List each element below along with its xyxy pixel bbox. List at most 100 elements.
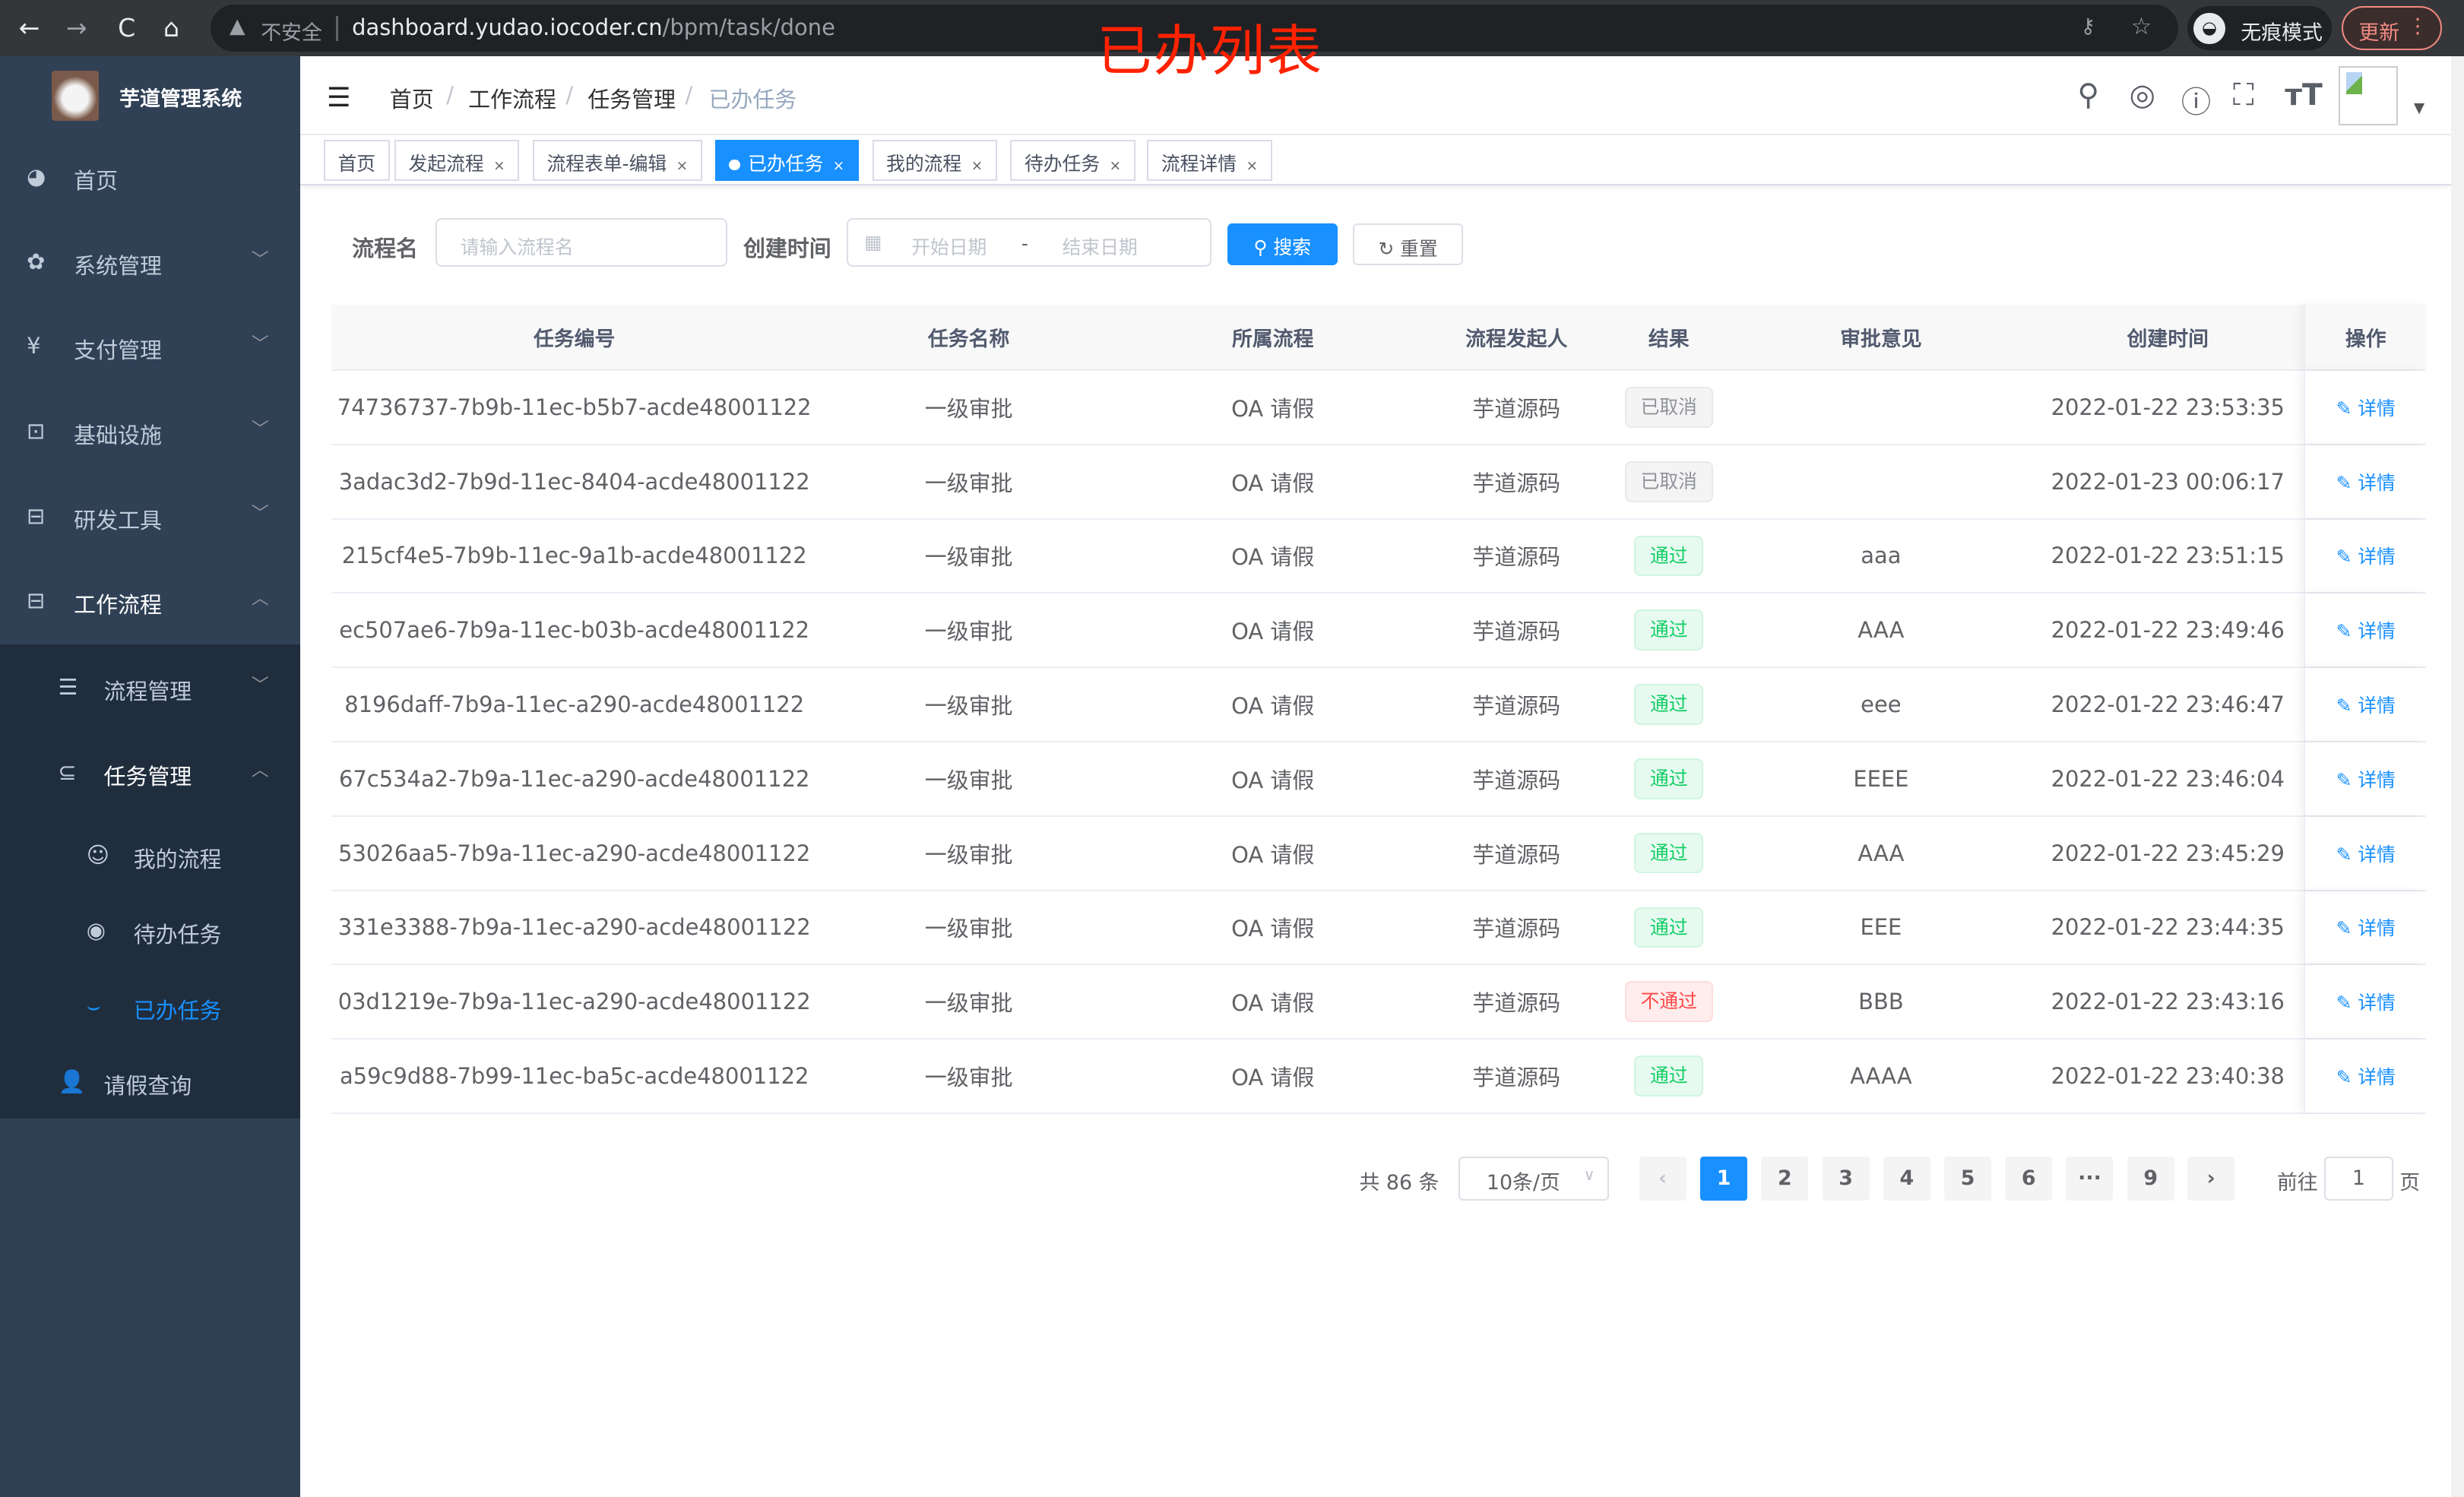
cell-actions: ✎ 详情 <box>2304 370 2427 444</box>
cell-initiator: 芋道源码 <box>1472 841 1561 868</box>
page-button[interactable]: 9 <box>2127 1156 2174 1201</box>
cell-comment: EEEE <box>1853 765 1909 792</box>
tag-label: 流程详情 <box>1161 153 1237 176</box>
breadcrumb-task[interactable]: 任务管理 <box>587 86 676 112</box>
page-button[interactable]: 3 <box>1822 1156 1870 1201</box>
reload-icon[interactable]: C <box>118 12 136 43</box>
logo[interactable]: 芋道管理系统 <box>0 56 300 135</box>
detail-link[interactable]: ✎ 详情 <box>2336 840 2396 867</box>
cell-process: OA 请假 <box>1231 470 1315 496</box>
github-icon[interactable]: ◎ <box>2129 78 2155 113</box>
chevron-down-icon: ∨ <box>1583 1166 1595 1185</box>
search-icon[interactable]: ⚲ <box>2077 78 2100 113</box>
sidebar-item-process-manage[interactable]: ☰ 流程管理 ﹀ <box>0 646 300 731</box>
back-icon[interactable]: ← <box>18 12 40 43</box>
table-row: 67c534a2-7b9a-11ec-a290-acde48001122 一级审批… <box>331 742 2427 817</box>
sidebar-item-devtools[interactable]: ⊟ 研发工具 ﹀ <box>0 474 300 559</box>
tag-label: 首页 <box>337 153 376 176</box>
fullscreen-icon[interactable]: ⛶ <box>2233 78 2254 113</box>
tag-done-task[interactable]: 已办任务 × <box>714 140 859 181</box>
start-date-input[interactable]: 开始日期 <box>911 236 987 258</box>
url-text[interactable]: dashboard.yudao.iocoder.cn/bpm/task/done <box>352 14 835 40</box>
page-button[interactable]: ··· <box>2066 1156 2114 1201</box>
tag-my-process[interactable]: 我的流程 × <box>872 140 997 181</box>
detail-label: 详情 <box>2358 471 2396 494</box>
detail-link[interactable]: ✎ 详情 <box>2336 394 2396 421</box>
process-name-input[interactable]: 请输入流程名 <box>435 218 728 267</box>
more-icon[interactable]: ⋮ <box>2407 14 2428 38</box>
search-icon: ⚲ <box>1253 236 1274 258</box>
next-page-button[interactable]: › <box>2187 1156 2235 1201</box>
cell-create-time: 2022-01-23 00:06:17 <box>2051 468 2285 495</box>
page-button[interactable]: 1 <box>1700 1156 1748 1201</box>
detail-link[interactable]: ✎ 详情 <box>2336 988 2396 1015</box>
sidebar-item-system[interactable]: ✿ 系统管理 ﹀ <box>0 220 300 305</box>
key-icon[interactable]: ⚷ <box>2080 14 2096 38</box>
cell-comment: AAAA <box>1850 1063 1912 1090</box>
caret-down-icon[interactable]: ▼ <box>2413 100 2425 117</box>
result-badge: 通过 <box>1634 832 1704 874</box>
detail-link[interactable]: ✎ 详情 <box>2336 913 2396 941</box>
avatar[interactable] <box>2338 65 2399 126</box>
detail-link[interactable]: ✎ 详情 <box>2336 691 2396 718</box>
page-button[interactable]: 5 <box>1944 1156 1992 1201</box>
tag-process-detail[interactable]: 流程详情 × <box>1147 140 1272 181</box>
cell-task-name: 一级审批 <box>924 619 1013 645</box>
close-icon[interactable]: × <box>676 158 689 175</box>
close-icon[interactable]: × <box>832 158 845 175</box>
reset-button[interactable]: ↻ 重置 <box>1353 223 1463 266</box>
goto-page-input[interactable]: 1 <box>2323 1156 2393 1201</box>
detail-link[interactable]: ✎ 详情 <box>2336 542 2396 569</box>
hamburger-icon[interactable]: ☰ <box>327 81 351 113</box>
cell-result: 通过 <box>1607 1040 1730 1112</box>
detail-link[interactable]: ✎ 详情 <box>2336 616 2396 644</box>
sidebar: 芋道管理系统 ◕ 首页 ✿ 系统管理 ﹀ ¥ 支付管理 ﹀ ⊡ 基础设施 ﹀ ⊟ 研发工具 ﹀ ⊟… <box>0 56 300 1497</box>
sidebar-item-pay[interactable]: ¥ 支付管理 ﹀ <box>0 305 300 390</box>
detail-link[interactable]: ✎ 详情 <box>2336 765 2396 793</box>
tag-home[interactable]: 首页 <box>323 140 390 181</box>
font-size-icon[interactable]: ᴛT <box>2285 78 2323 113</box>
incognito-badge[interactable]: ◒ 无痕模式 <box>2187 6 2333 51</box>
tag-form-edit[interactable]: 流程表单-编辑 × <box>532 140 702 181</box>
breadcrumb-home[interactable]: 首页 <box>389 86 434 112</box>
tag-start-process[interactable]: 发起流程 × <box>394 140 520 181</box>
star-icon[interactable]: ☆ <box>2130 12 2152 40</box>
sidebar-item-task-manage[interactable]: ⊆ 任务管理 ︿ <box>0 730 300 815</box>
cell-create-time: 2022-01-22 23:45:29 <box>2051 840 2285 866</box>
sidebar-item-home[interactable]: ◕ 首页 <box>0 135 300 220</box>
search-button[interactable]: ⚲ 搜索 <box>1227 223 1338 266</box>
help-icon[interactable]: ⓘ <box>2181 86 2212 121</box>
detail-link[interactable]: ✎ 详情 <box>2336 1062 2396 1090</box>
close-icon[interactable]: × <box>1246 158 1259 175</box>
close-icon[interactable]: × <box>1109 158 1122 175</box>
breadcrumb-workflow[interactable]: 工作流程 <box>468 86 556 112</box>
date-range-picker[interactable]: ▦ 开始日期 - 结束日期 <box>847 218 1212 267</box>
sidebar-item-leave[interactable]: 👤 请假查询 <box>0 1040 300 1125</box>
sidebar-item-workflow[interactable]: ⊟ 工作流程 ︿ <box>0 559 300 644</box>
page-button[interactable]: 2 <box>1761 1156 1809 1201</box>
cell-task-id: 3adac3d2-7b9d-11ec-8404-acde48001122 <box>338 468 810 495</box>
sidebar-item-todo[interactable]: ◉ 待办任务 <box>0 889 300 967</box>
page-size-select[interactable]: 10条/页 ∨ <box>1458 1156 1610 1201</box>
home-icon[interactable]: ⌂ <box>163 12 180 43</box>
cell-task-id: 215cf4e5-7b9b-11ec-9a1b-acde48001122 <box>341 543 807 569</box>
close-icon[interactable]: × <box>493 158 505 175</box>
user-icon: 👤 <box>58 1068 86 1094</box>
update-button[interactable]: 更新 ⋮ <box>2341 6 2443 51</box>
sidebar-item-done[interactable]: ⌣ 已办任务 <box>0 964 300 1043</box>
detail-link[interactable]: ✎ 详情 <box>2336 468 2396 495</box>
prev-page-button[interactable]: ‹ <box>1639 1156 1686 1201</box>
cell-initiator: 芋道源码 <box>1472 767 1561 793</box>
end-date-input[interactable]: 结束日期 <box>1062 236 1138 258</box>
incognito-icon: ◒ <box>2193 12 2225 44</box>
tag-todo-task[interactable]: 待办任务 × <box>1010 140 1135 181</box>
page-button[interactable]: 6 <box>2005 1156 2053 1201</box>
sidebar-item-infra[interactable]: ⊡ 基础设施 ﹀ <box>0 390 300 475</box>
gear-icon: ✿ <box>27 248 46 274</box>
close-icon[interactable]: × <box>971 158 983 175</box>
page-button[interactable]: 4 <box>1883 1156 1930 1201</box>
address-bar[interactable]: ▲ 不安全 dashboard.yudao.iocoder.cn/bpm/tas… <box>211 5 2178 52</box>
forward-icon[interactable]: → <box>65 12 87 43</box>
sidebar-item-my-process[interactable]: ☺ 我的流程 <box>0 814 300 892</box>
scrollbar[interactable] <box>2451 56 2464 1497</box>
